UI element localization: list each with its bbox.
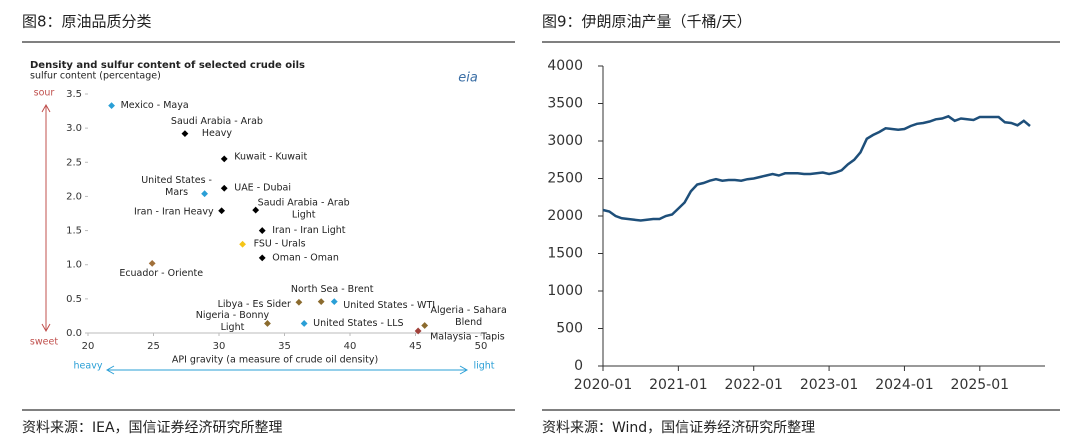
source: 资料来源：Wind，国信证券经济研究所整理: [542, 420, 815, 436]
annotation: sweet: [30, 337, 58, 348]
x-tick-label: 2025-01: [951, 377, 1010, 393]
point: [258, 254, 266, 262]
point: [264, 320, 271, 327]
point-label: FSU - Urals: [254, 239, 306, 250]
annotation: heavy: [74, 361, 103, 372]
logo: eia: [458, 71, 478, 86]
point-label: Ecuador - Oriente: [119, 268, 203, 279]
x-tick-label: 2022-01: [724, 377, 783, 393]
point-label: Iran - Iran Light: [272, 225, 346, 236]
point-label: Saudi Arabia - Arab: [258, 198, 350, 209]
point-label: Light: [221, 322, 245, 333]
x-tick-label: 45: [409, 341, 422, 352]
y-tick-label: 0: [574, 358, 583, 374]
point-label: United States -: [141, 175, 212, 186]
point: [201, 190, 208, 198]
point-label: Heavy: [202, 128, 232, 139]
chart-subtitle: sulfur content (percentage): [30, 71, 161, 82]
y-tick-label: 2500: [547, 171, 583, 187]
y-tick-label: 500: [556, 321, 583, 337]
point: [181, 130, 189, 138]
x-tick-label: 2024-01: [875, 377, 934, 393]
point-label: Iran - Iran Heavy: [134, 206, 214, 217]
point: [252, 206, 260, 214]
x-tick-label: 2020-01: [574, 377, 633, 393]
x-tick-label: 40: [344, 341, 357, 352]
point-label: Light: [292, 210, 316, 221]
x-tick-label: 2023-01: [800, 377, 859, 393]
y-tick-label: 0.5: [66, 294, 82, 305]
figure-caption: 图9：伊朗原油产量（千桶/天）: [542, 13, 752, 31]
point-label: Libya - Es Sider: [218, 299, 291, 310]
point: [300, 320, 308, 327]
point-label: Oman - Oman: [272, 252, 339, 263]
point-label: Saudi Arabia - Arab: [171, 116, 263, 127]
point: [220, 184, 228, 192]
y-tick-label: 3000: [547, 133, 583, 149]
point-label: Algeria - Sahara: [431, 305, 507, 316]
x-tick-label: 20: [82, 341, 95, 352]
point-label: Nigeria - Bonny: [196, 310, 270, 321]
point-label: Mars: [165, 187, 188, 198]
y-tick-label: 2000: [547, 208, 583, 224]
y-tick-label: 2.0: [66, 191, 82, 202]
point: [421, 322, 429, 329]
y-tick-label: 1000: [547, 283, 583, 299]
y-tick-label: 1500: [547, 246, 583, 262]
source: 资料来源：IEA，国信证券经济研究所整理: [22, 420, 283, 436]
annotation: sour: [34, 88, 55, 99]
point-label: Kuwait - Kuwait: [234, 151, 307, 162]
y-tick-label: 2.5: [66, 157, 82, 168]
x-tick-label: 30: [213, 341, 226, 352]
line-series: [602, 114, 1031, 222]
point-label: Blend: [455, 317, 482, 328]
point: [218, 207, 226, 215]
x-tick-label: 2021-01: [649, 377, 708, 393]
y-tick-label: 3.5: [66, 89, 82, 100]
arrow: [105, 365, 469, 375]
chart-title: Density and sulfur content of selected c…: [30, 60, 305, 71]
point: [414, 327, 422, 335]
x-tick-label: 35: [278, 341, 291, 352]
point-label: Malaysia - Tapis: [430, 331, 505, 342]
x-axis-label: API gravity (a measure of crude oil dens…: [172, 355, 378, 366]
point: [108, 102, 115, 110]
point: [330, 298, 338, 305]
point: [148, 259, 156, 267]
y-tick-label: 3500: [547, 96, 583, 112]
x-tick-label: 50: [475, 341, 488, 352]
arrow: [41, 103, 51, 333]
y-tick-label: 1.0: [66, 260, 82, 271]
point-label: North Sea - Brent: [291, 284, 374, 295]
y-tick-label: 1.5: [66, 226, 82, 237]
figure-caption: 图8：原油品质分类: [22, 13, 152, 31]
point-label: United States - LLS: [313, 318, 403, 329]
y-tick-label: 0.0: [66, 328, 82, 339]
point: [295, 298, 303, 306]
y-tick-label: 4000: [547, 58, 583, 74]
y-tick-label: 3.0: [66, 123, 82, 134]
point-label: Mexico - Maya: [121, 100, 189, 111]
point: [258, 227, 266, 234]
point: [239, 240, 246, 248]
point-label: United States - WTI: [343, 300, 435, 311]
point-label: UAE - Dubai: [234, 183, 291, 194]
annotation: light: [473, 361, 494, 372]
point: [317, 298, 325, 305]
x-tick-label: 25: [147, 341, 160, 352]
point: [220, 155, 228, 163]
